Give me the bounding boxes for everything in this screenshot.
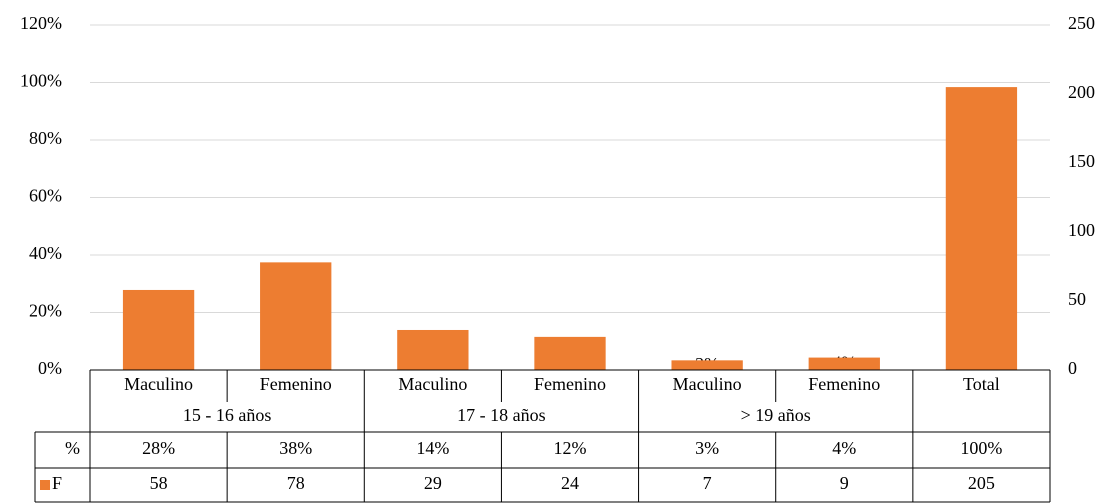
bar — [808, 357, 880, 370]
x-tick-label: Maculino — [124, 374, 193, 394]
bar — [671, 360, 743, 370]
y2-tick-label: 250 — [1068, 13, 1095, 33]
y2-tick-label: 100 — [1068, 220, 1095, 240]
group-label: 17 - 18 años — [457, 405, 546, 425]
y-tick-label: 100% — [20, 71, 62, 91]
table-cell: 7 — [703, 473, 712, 493]
table-cell: 78 — [287, 473, 305, 493]
y-tick-label: 20% — [29, 301, 62, 321]
bar — [945, 87, 1018, 370]
legend-key — [40, 480, 50, 490]
y-tick-label: 80% — [29, 128, 62, 148]
bar — [260, 262, 332, 370]
table-cell: 28% — [142, 438, 175, 458]
bar — [122, 289, 195, 370]
y-tick-label: 60% — [29, 186, 62, 206]
group-label: 15 - 16 años — [183, 405, 272, 425]
y-tick-label: 40% — [29, 243, 62, 263]
y2-tick-label: 0 — [1068, 358, 1077, 378]
table-cell: 12% — [554, 438, 587, 458]
x-tick-label: Femenino — [260, 374, 332, 394]
y2-tick-label: 200 — [1068, 82, 1095, 102]
x-tick-label: Femenino — [808, 374, 880, 394]
y-tick-label: 120% — [20, 13, 62, 33]
table-cell: 205 — [968, 473, 995, 493]
table-cell: 14% — [416, 438, 449, 458]
table-cell: 24 — [561, 473, 579, 493]
table-cell: 4% — [832, 438, 856, 458]
y2-tick-label: 150 — [1068, 151, 1095, 171]
table-cell: 3% — [695, 438, 719, 458]
y2-tick-label: 50 — [1068, 289, 1086, 309]
group-label: > 19 años — [741, 405, 811, 425]
legend-label: % — [65, 438, 80, 458]
bar — [534, 336, 606, 370]
table-cell: 100% — [960, 438, 1002, 458]
x-tick-label: Maculino — [673, 374, 742, 394]
table-cell: 29 — [424, 473, 442, 493]
legend-label: F — [52, 473, 62, 493]
x-tick-label: Total — [963, 374, 1000, 394]
bar — [397, 329, 469, 370]
x-tick-label: Maculino — [398, 374, 467, 394]
table-cell: 9 — [840, 473, 849, 493]
table-cell: 58 — [150, 473, 168, 493]
x-tick-label: Femenino — [534, 374, 606, 394]
y-tick-label: 0% — [38, 358, 62, 378]
table-cell: 38% — [279, 438, 312, 458]
